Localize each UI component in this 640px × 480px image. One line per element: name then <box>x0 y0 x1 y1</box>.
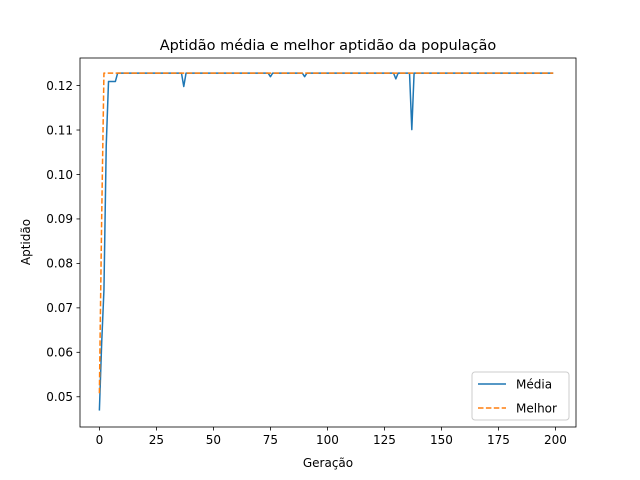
x-tick-label: 50 <box>206 433 221 447</box>
y-tick-label: 0.05 <box>46 390 73 404</box>
x-tick-label: 175 <box>487 433 510 447</box>
x-tick-label: 200 <box>544 433 567 447</box>
y-tick-label: 0.07 <box>46 301 73 315</box>
plot-lines <box>98 72 554 411</box>
x-tick-label: 125 <box>373 433 396 447</box>
y-tick-label: 0.10 <box>46 168 73 182</box>
series-line-melhor <box>98 72 554 394</box>
x-tick-label: 75 <box>263 433 278 447</box>
legend-label-melhor: Melhor <box>516 402 557 416</box>
chart-title: Aptidão média e melhor aptidão da popula… <box>160 38 497 54</box>
x-axis-label: Geração <box>303 456 353 470</box>
y-tick-label: 0.06 <box>46 346 73 360</box>
legend: Média Melhor <box>471 371 570 421</box>
y-tick-label: 0.12 <box>46 79 73 93</box>
x-axis: 0 25 50 75 100 125 150 175 200 <box>96 427 567 447</box>
plot-frame <box>79 57 577 428</box>
x-tick-label: 150 <box>430 433 453 447</box>
x-tick-label: 100 <box>316 433 339 447</box>
x-tick-label: 0 <box>96 433 104 447</box>
y-tick-label: 0.08 <box>46 257 73 271</box>
y-tick-label: 0.11 <box>46 123 73 137</box>
y-axis: 0.05 0.06 0.07 0.08 0.09 0.10 0.11 0.12 <box>46 79 80 404</box>
y-tick-label: 0.09 <box>46 212 73 226</box>
x-tick-label: 25 <box>149 433 164 447</box>
legend-label-media: Média <box>516 378 552 392</box>
y-axis-label: Aptidão <box>19 219 33 265</box>
